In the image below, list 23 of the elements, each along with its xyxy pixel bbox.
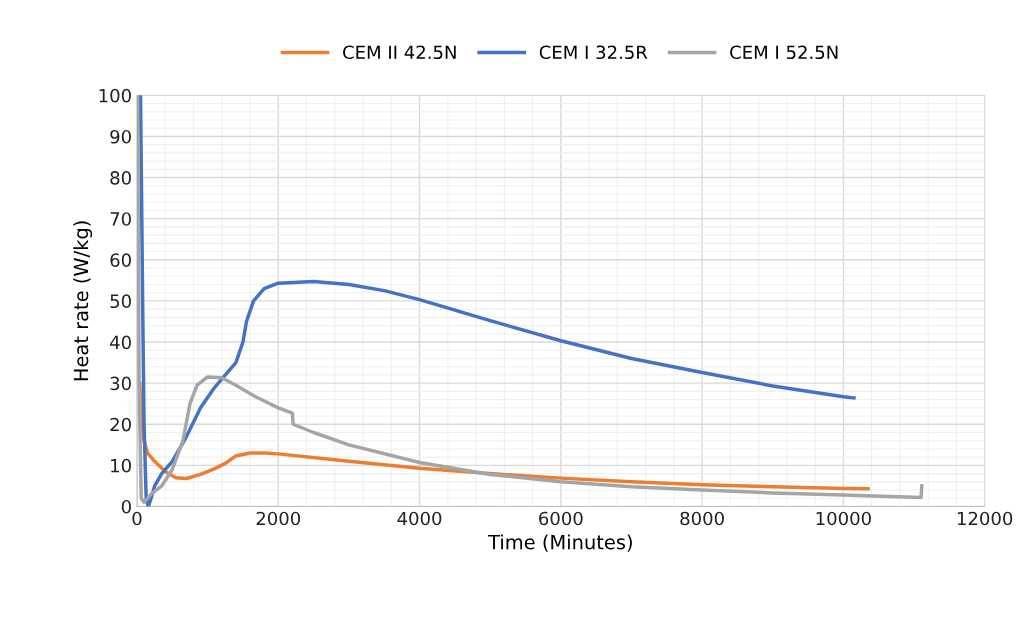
x-tick-label: 8000	[680, 511, 724, 526]
y-tick-label: 0	[121, 499, 131, 514]
x-axis-title: Time (Minutes)	[488, 534, 632, 552]
y-tick-label: 70	[110, 212, 131, 226]
x-tick-label: 10000	[816, 511, 871, 526]
x-tick-label: 2000	[256, 511, 301, 526]
x-tick-label: 4000	[397, 511, 442, 526]
y-tick-label: 60	[110, 253, 131, 267]
legend-label: CEM I 52.5N	[730, 45, 838, 60]
y-axis-title: Heat rate (W/kg)	[73, 221, 93, 381]
x-tick-label: 12000	[957, 511, 1013, 526]
y-tick-label: 80	[110, 171, 131, 185]
legend-label: CEM II 42.5N	[343, 45, 456, 60]
y-tick-label: 20	[110, 417, 131, 432]
y-tick-label: 50	[110, 294, 131, 309]
x-tick-label: 0	[132, 511, 142, 526]
y-tick-label: 40	[110, 335, 131, 350]
y-tick-label: 90	[110, 129, 131, 144]
y-tick-label: 30	[110, 376, 131, 391]
legend-label: CEM I 32.5R	[539, 45, 648, 60]
y-tick-label: 100	[99, 88, 131, 103]
y-tick-label: 10	[111, 458, 131, 473]
x-tick-label: 6000	[539, 511, 583, 526]
